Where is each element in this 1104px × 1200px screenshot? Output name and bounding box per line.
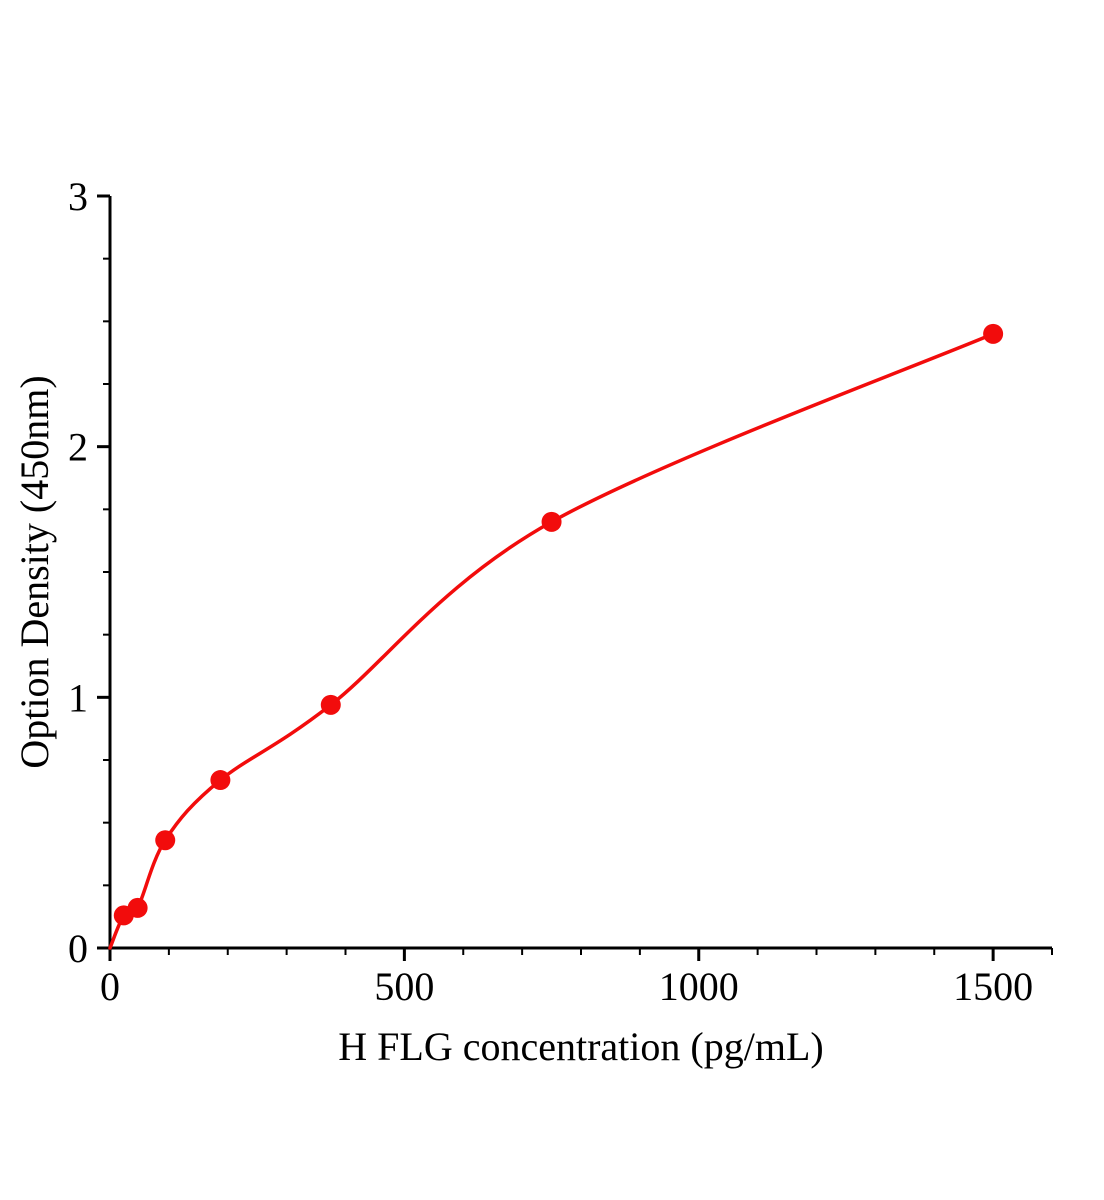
- y-tick-label: 2: [68, 425, 88, 470]
- y-tick-label: 3: [68, 174, 88, 219]
- data-point: [210, 770, 231, 791]
- y-tick-label: 1: [68, 675, 88, 720]
- x-tick-label: 1500: [953, 964, 1033, 1009]
- data-point: [983, 323, 1004, 344]
- axes: [108, 196, 1052, 950]
- x-tick-label: 1000: [659, 964, 739, 1009]
- data-point: [155, 830, 176, 851]
- y-axis-title: Option Density (450nm): [12, 375, 57, 768]
- tick-labels: 0 500 1000 1500 0 1 2 3: [68, 174, 1033, 1009]
- tick-marks: [97, 194, 1053, 961]
- data-point-series: [113, 323, 1004, 926]
- data-point: [541, 511, 562, 532]
- x-tick-label: 500: [374, 964, 434, 1009]
- data-point: [320, 694, 341, 715]
- data-point: [127, 897, 148, 918]
- x-tick-label: 0: [100, 964, 120, 1009]
- fit-curve: [108, 332, 995, 950]
- x-axis-title: H FLG concentration (pg/mL): [338, 1024, 823, 1069]
- y-tick-label: 0: [68, 926, 88, 971]
- fit-curve-path: [108, 332, 995, 950]
